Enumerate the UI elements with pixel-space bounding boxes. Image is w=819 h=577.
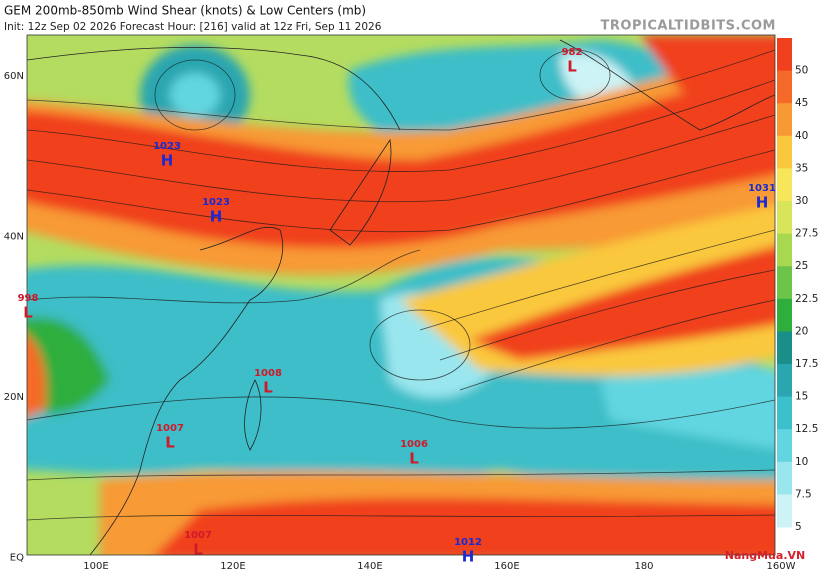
center-pressure: 1023 bbox=[153, 141, 181, 152]
center-pressure: 998 bbox=[18, 293, 39, 304]
colorbar-swatch bbox=[777, 233, 792, 267]
center-pressure: 1031 bbox=[748, 183, 776, 194]
colorbar-swatch bbox=[777, 429, 792, 463]
center-letter: H bbox=[462, 548, 475, 566]
center-letter: H bbox=[210, 208, 223, 226]
colorbar-swatch bbox=[777, 201, 792, 235]
colorbar-label: 20 bbox=[795, 325, 808, 337]
lat-label: 20N bbox=[4, 392, 24, 403]
lat-label: EQ bbox=[10, 553, 24, 564]
center-letter: L bbox=[263, 379, 273, 397]
center-pressure: 1007 bbox=[184, 530, 212, 541]
colorbar-swatch bbox=[777, 298, 792, 332]
colorbar-label: 50 bbox=[795, 65, 808, 77]
lat-label: 40N bbox=[4, 232, 24, 243]
lon-label: 180 bbox=[634, 561, 653, 572]
center-pressure: 982 bbox=[562, 47, 583, 58]
center-letter: L bbox=[193, 541, 203, 559]
colorbar-label: 15 bbox=[795, 391, 808, 403]
center-letter: L bbox=[23, 304, 33, 322]
colorbar-swatch bbox=[777, 494, 792, 528]
colorbar-label: 22.5 bbox=[795, 293, 818, 305]
colorbar-swatch bbox=[777, 135, 792, 169]
map-frame bbox=[26, 34, 776, 556]
colorbar-swatch bbox=[777, 331, 792, 365]
colorbar-label: 35 bbox=[795, 162, 808, 174]
colorbar-label: 5 bbox=[795, 521, 802, 533]
center-pressure: 1006 bbox=[400, 439, 428, 450]
center-letter: L bbox=[567, 58, 577, 76]
colorbar-label: 30 bbox=[795, 195, 808, 207]
colorbar-swatch bbox=[777, 168, 792, 202]
center-pressure: 1023 bbox=[202, 197, 230, 208]
colorbar-label: 7.5 bbox=[795, 488, 812, 500]
center-letter: L bbox=[409, 450, 419, 468]
coastlines bbox=[27, 39, 775, 555]
lon-label: 160W bbox=[767, 561, 796, 572]
colorbar-swatch bbox=[777, 461, 792, 495]
colorbar-label: 10 bbox=[795, 456, 808, 468]
center-letter: H bbox=[161, 152, 174, 170]
colorbar-swatch bbox=[777, 396, 792, 430]
streamlines bbox=[27, 49, 775, 521]
lon-label: 140E bbox=[357, 561, 382, 572]
colorbar-label: 40 bbox=[795, 130, 808, 142]
colorbar-swatch bbox=[777, 38, 792, 72]
colorbar-label: 25 bbox=[795, 260, 808, 272]
colorbar-swatch bbox=[777, 266, 792, 300]
title: GEM 200mb-850mb Wind Shear (knots) & Low… bbox=[4, 4, 366, 18]
colorbar-label: 27.5 bbox=[795, 228, 818, 240]
subtitle: Init: 12z Sep 02 2026 Forecast Hour: [21… bbox=[4, 21, 382, 33]
colorbar-swatch bbox=[777, 364, 792, 398]
colorbar-swatch bbox=[777, 70, 792, 104]
watermark: NangMua.VN bbox=[725, 549, 805, 562]
map bbox=[27, 35, 775, 555]
center-pressure: 1007 bbox=[156, 423, 184, 434]
lon-label: 160E bbox=[494, 561, 519, 572]
center-letter: L bbox=[165, 434, 175, 452]
colorbar-label: 17.5 bbox=[795, 358, 818, 370]
lon-label: 120E bbox=[220, 561, 245, 572]
lon-label: 100E bbox=[83, 561, 108, 572]
colorbar-label: 45 bbox=[795, 97, 808, 109]
center-pressure: 1012 bbox=[454, 537, 482, 548]
lat-label: 60N bbox=[4, 71, 24, 82]
site-name: TROPICALTIDBITS.COM bbox=[601, 19, 776, 34]
center-letter: H bbox=[756, 194, 769, 212]
center-pressure: 1008 bbox=[254, 368, 282, 379]
colorbar-swatch bbox=[777, 103, 792, 137]
colorbar-label: 12.5 bbox=[795, 423, 818, 435]
colorbar: 50 45 40 35 30 27.5 25 22.5 20 17.5 15 12.5 10 7.5 5 bbox=[777, 38, 818, 533]
